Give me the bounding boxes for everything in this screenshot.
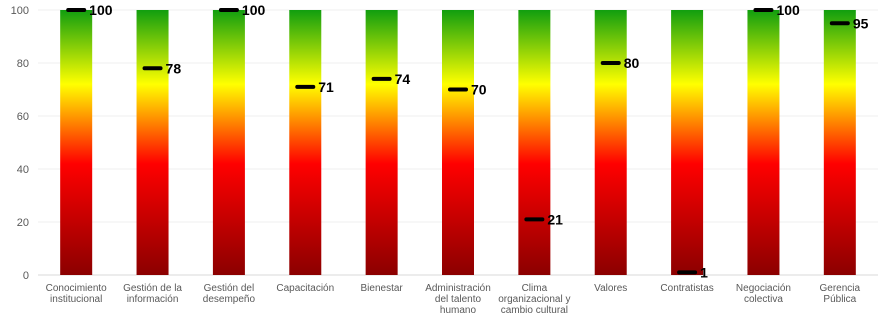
data-label: 74 xyxy=(395,71,411,87)
category-label: Contratistas xyxy=(660,283,713,294)
y-axis: 0 20 40 60 80 100 xyxy=(11,5,29,282)
data-labels: 100 78 100 71 74 70 21 80 1 100 95 xyxy=(89,2,868,280)
category-label: Negociación colectiva xyxy=(736,283,791,305)
bar xyxy=(60,10,93,275)
bar xyxy=(594,10,627,275)
data-label: 71 xyxy=(318,79,334,95)
category-label: Capacitación xyxy=(276,283,334,294)
bar xyxy=(289,10,322,275)
data-label: 21 xyxy=(547,211,563,227)
value-markers xyxy=(66,8,850,275)
bar xyxy=(671,10,704,275)
category-label: Conocimiento institucional xyxy=(46,283,108,305)
data-label: 1 xyxy=(700,264,708,280)
bar xyxy=(823,10,856,275)
category-label: Gerencia Pública xyxy=(820,283,861,305)
data-label: 100 xyxy=(242,2,266,18)
x-axis: Conocimiento institucional Gestión de la in… xyxy=(46,283,861,316)
data-label: 100 xyxy=(776,2,800,18)
data-label: 80 xyxy=(624,55,640,71)
y-tick-label: 60 xyxy=(17,111,29,123)
bar xyxy=(136,10,169,275)
y-tick-label: 20 xyxy=(17,217,29,229)
bars xyxy=(60,10,856,275)
y-tick-label: 100 xyxy=(11,5,29,17)
y-tick-label: 40 xyxy=(17,164,29,176)
bar xyxy=(212,10,245,275)
data-label: 78 xyxy=(166,60,182,76)
category-label: Valores xyxy=(594,283,627,294)
category-label: Clima organizacional y cambio cultural xyxy=(498,283,570,316)
bar xyxy=(747,10,780,275)
data-label: 70 xyxy=(471,82,487,98)
category-label: Bienestar xyxy=(361,283,404,294)
category-label: Gestión de la información xyxy=(123,283,182,305)
y-tick-label: 80 xyxy=(17,58,29,70)
y-tick-label: 0 xyxy=(23,270,29,282)
category-label: Gestión del desempeño xyxy=(203,283,256,305)
bar xyxy=(442,10,474,275)
category-label: Administración del talento humano xyxy=(425,283,491,316)
bar xyxy=(518,10,551,275)
data-label: 100 xyxy=(89,2,113,18)
data-label: 95 xyxy=(853,15,869,31)
bar xyxy=(365,10,398,275)
